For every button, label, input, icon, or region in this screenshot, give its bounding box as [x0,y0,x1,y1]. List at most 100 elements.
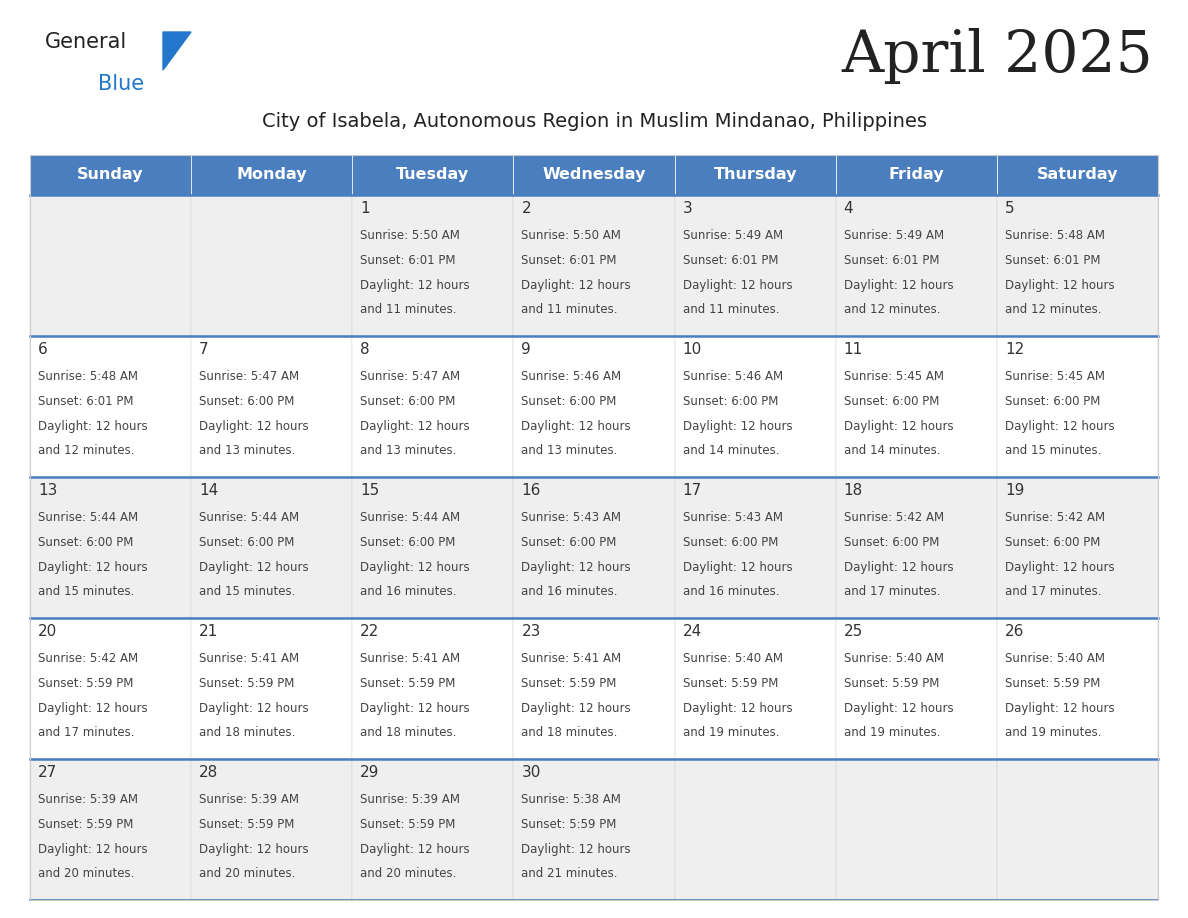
Bar [353,477,513,618]
Text: Sunset: 6:00 PM: Sunset: 6:00 PM [843,395,939,408]
Text: Daylight: 12 hours: Daylight: 12 hours [522,420,631,432]
Text: Wednesday: Wednesday [542,167,646,183]
Text: 8: 8 [360,342,369,357]
Text: 5: 5 [1005,201,1015,216]
Text: Sunset: 6:00 PM: Sunset: 6:00 PM [843,536,939,549]
Text: 9: 9 [522,342,531,357]
Text: Sunrise: 5:40 AM: Sunrise: 5:40 AM [843,652,943,666]
Text: General: General [45,32,127,52]
Bar [30,195,191,336]
Text: 28: 28 [200,765,219,780]
Text: and 17 minutes.: and 17 minutes. [38,726,134,739]
Text: and 21 minutes.: and 21 minutes. [522,868,618,880]
Text: and 16 minutes.: and 16 minutes. [522,585,618,599]
Text: Sunrise: 5:43 AM: Sunrise: 5:43 AM [683,511,783,524]
Text: Sunrise: 5:43 AM: Sunrise: 5:43 AM [522,511,621,524]
Text: and 16 minutes.: and 16 minutes. [683,585,779,599]
Text: and 16 minutes.: and 16 minutes. [360,585,456,599]
Bar [997,759,1158,900]
Text: Thursday: Thursday [713,167,797,183]
Text: Daylight: 12 hours: Daylight: 12 hours [522,278,631,292]
Text: Daylight: 12 hours: Daylight: 12 hours [522,561,631,574]
Text: Sunset: 6:00 PM: Sunset: 6:00 PM [38,536,133,549]
Bar [835,477,997,618]
Text: Sunset: 5:59 PM: Sunset: 5:59 PM [200,677,295,689]
Text: Daylight: 12 hours: Daylight: 12 hours [843,278,953,292]
Text: 26: 26 [1005,624,1024,639]
Text: Sunrise: 5:39 AM: Sunrise: 5:39 AM [38,793,138,806]
Text: Daylight: 12 hours: Daylight: 12 hours [683,561,792,574]
Text: Daylight: 12 hours: Daylight: 12 hours [360,561,470,574]
Text: 14: 14 [200,483,219,498]
Text: Daylight: 12 hours: Daylight: 12 hours [522,843,631,856]
Text: Sunset: 5:59 PM: Sunset: 5:59 PM [522,677,617,689]
Text: Monday: Monday [236,167,307,183]
Text: Daylight: 12 hours: Daylight: 12 hours [360,278,470,292]
Bar [513,477,675,618]
Bar [675,618,835,759]
Text: 11: 11 [843,342,862,357]
Text: Sunset: 6:01 PM: Sunset: 6:01 PM [683,254,778,267]
Text: Sunrise: 5:39 AM: Sunrise: 5:39 AM [360,793,460,806]
Text: Sunrise: 5:44 AM: Sunrise: 5:44 AM [200,511,299,524]
Text: Sunrise: 5:40 AM: Sunrise: 5:40 AM [683,652,783,666]
Text: Friday: Friday [889,167,944,183]
Text: Sunset: 5:59 PM: Sunset: 5:59 PM [360,818,456,831]
Text: Daylight: 12 hours: Daylight: 12 hours [200,843,309,856]
Bar [835,336,997,477]
Text: Sunrise: 5:40 AM: Sunrise: 5:40 AM [1005,652,1105,666]
Bar [513,759,675,900]
Text: 24: 24 [683,624,702,639]
Text: Saturday: Saturday [1037,167,1118,183]
Text: Sunrise: 5:49 AM: Sunrise: 5:49 AM [843,230,943,242]
Text: 20: 20 [38,624,57,639]
Text: Sunset: 6:00 PM: Sunset: 6:00 PM [1005,395,1100,408]
Bar [30,155,191,195]
Text: Daylight: 12 hours: Daylight: 12 hours [843,701,953,714]
Text: 6: 6 [38,342,48,357]
Text: and 18 minutes.: and 18 minutes. [522,726,618,739]
Text: and 20 minutes.: and 20 minutes. [200,868,296,880]
Text: and 20 minutes.: and 20 minutes. [360,868,456,880]
Bar [513,195,675,336]
Text: and 15 minutes.: and 15 minutes. [38,585,134,599]
Bar [353,155,513,195]
Text: Daylight: 12 hours: Daylight: 12 hours [38,843,147,856]
Text: Sunrise: 5:49 AM: Sunrise: 5:49 AM [683,230,783,242]
Text: and 17 minutes.: and 17 minutes. [843,585,940,599]
Text: 16: 16 [522,483,541,498]
Text: and 12 minutes.: and 12 minutes. [1005,303,1101,316]
Text: Sunset: 6:01 PM: Sunset: 6:01 PM [1005,254,1100,267]
Text: Sunrise: 5:42 AM: Sunrise: 5:42 AM [1005,511,1105,524]
Text: Daylight: 12 hours: Daylight: 12 hours [683,278,792,292]
Text: 1: 1 [360,201,369,216]
Text: and 18 minutes.: and 18 minutes. [360,726,456,739]
Text: 30: 30 [522,765,541,780]
Text: 19: 19 [1005,483,1024,498]
Text: Sunset: 6:00 PM: Sunset: 6:00 PM [360,536,456,549]
Text: Daylight: 12 hours: Daylight: 12 hours [1005,701,1114,714]
Bar [353,759,513,900]
Text: 27: 27 [38,765,57,780]
Text: 23: 23 [522,624,541,639]
Bar [30,759,191,900]
Bar [513,155,675,195]
Bar [513,336,675,477]
Text: and 19 minutes.: and 19 minutes. [843,726,940,739]
Text: and 14 minutes.: and 14 minutes. [843,444,940,457]
Bar [191,195,353,336]
Text: Sunrise: 5:45 AM: Sunrise: 5:45 AM [843,370,943,383]
Text: Sunset: 5:59 PM: Sunset: 5:59 PM [1005,677,1100,689]
Text: 13: 13 [38,483,57,498]
Text: Sunset: 6:00 PM: Sunset: 6:00 PM [360,395,456,408]
Text: Sunrise: 5:42 AM: Sunrise: 5:42 AM [38,652,138,666]
Text: Sunrise: 5:46 AM: Sunrise: 5:46 AM [522,370,621,383]
Text: Sunset: 6:01 PM: Sunset: 6:01 PM [843,254,940,267]
Text: and 17 minutes.: and 17 minutes. [1005,585,1101,599]
Text: Sunset: 6:00 PM: Sunset: 6:00 PM [1005,536,1100,549]
Bar [191,759,353,900]
Text: Daylight: 12 hours: Daylight: 12 hours [38,701,147,714]
Text: Sunrise: 5:41 AM: Sunrise: 5:41 AM [522,652,621,666]
Text: and 13 minutes.: and 13 minutes. [360,444,456,457]
Bar [30,618,191,759]
